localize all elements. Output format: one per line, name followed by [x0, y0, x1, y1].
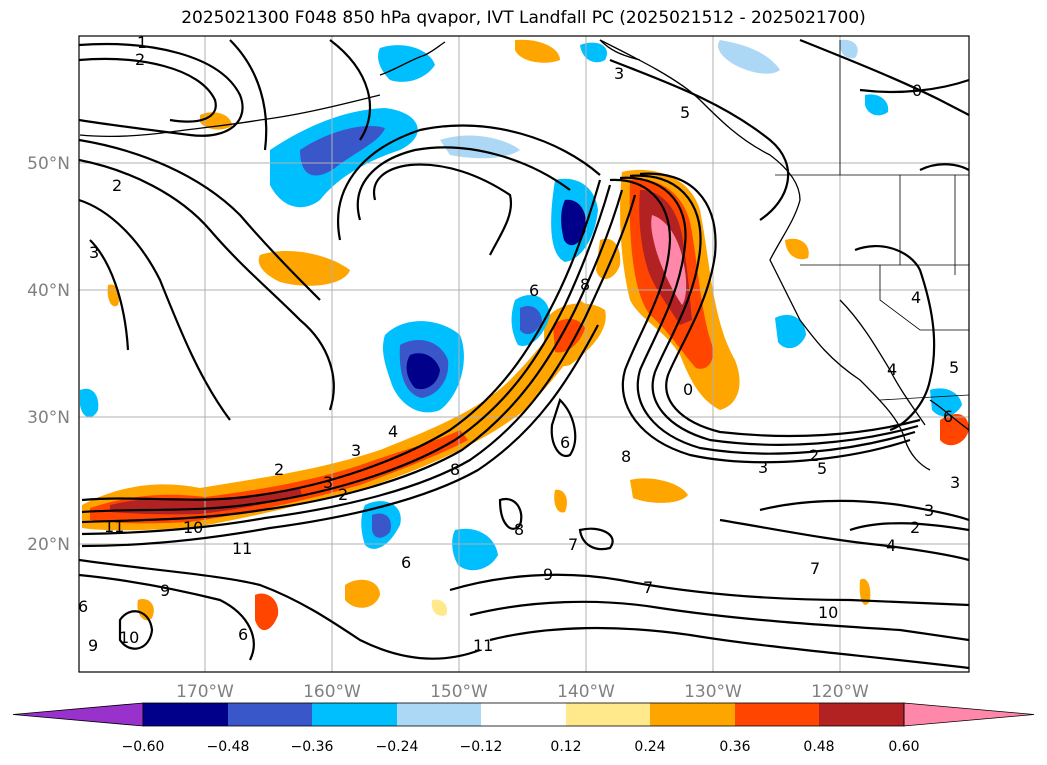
colorbar-tick-label: −0.24: [376, 739, 419, 755]
colorbar-segment: [397, 703, 481, 726]
contour-label: 6: [78, 597, 88, 616]
colorbar-segment: [312, 703, 397, 726]
contour-label: 3: [614, 64, 624, 83]
contour-label: 8: [514, 520, 524, 539]
colorbar-tick-labels: −0.60 −0.48 −0.36 −0.24 −0.12 0.12 0.24 …: [122, 739, 920, 755]
contour-label: 10: [818, 603, 838, 622]
lat-label: 20°N: [27, 535, 70, 555]
colorbar-tick-label: 0.60: [888, 739, 919, 755]
contour-label: 3: [89, 243, 99, 262]
colorbar-tick-label: −0.60: [122, 739, 165, 755]
political-borders: [775, 40, 969, 401]
contour-label: 5: [949, 358, 959, 377]
contour-label: 0: [683, 380, 693, 399]
contour-label: 10: [183, 518, 203, 537]
colorbar-tick-label: −0.48: [207, 739, 250, 755]
latitude-axis: 50°N 40°N 30°N 20°N: [27, 154, 70, 555]
contour-label: 10: [119, 628, 139, 647]
colorbar-tick-label: 0.12: [550, 739, 581, 755]
lon-label: 160°W: [303, 682, 361, 702]
contour-label: 5: [680, 103, 690, 122]
map-frame: [78, 35, 970, 673]
lon-label: 120°W: [811, 682, 869, 702]
contour-label: 2: [910, 518, 920, 537]
contour-label: 8: [450, 460, 460, 479]
colorbar-segment: [650, 703, 735, 726]
lon-label: 150°W: [430, 682, 488, 702]
longitude-axis: 170°W 160°W 150°W 140°W 130°W 120°W: [176, 682, 869, 702]
colorbar-tick-label: 0.48: [803, 739, 834, 755]
colorbar-extend-high: [903, 702, 1035, 727]
contour-label: 7: [810, 559, 820, 578]
contour-label: 2: [809, 446, 819, 465]
coastlines: [79, 39, 969, 471]
contour-label: 2: [135, 50, 145, 69]
colorbar: [12, 702, 1035, 727]
contour-label: 4: [388, 422, 398, 441]
contour-label: 11: [104, 517, 124, 536]
lon-label: 130°W: [684, 682, 742, 702]
lat-label: 30°N: [27, 408, 70, 428]
contour-label: 4: [911, 288, 921, 307]
colorbar-segment: [228, 703, 312, 726]
colorbar-tick-label: 0.24: [634, 739, 665, 755]
contour-label: 3: [950, 473, 960, 492]
contour-label: 6: [943, 407, 953, 426]
contour-label: 6: [401, 553, 411, 572]
colorbar-tick-label: −0.12: [460, 739, 503, 755]
contour-label: 3: [924, 501, 934, 520]
contour-label: 4: [887, 360, 897, 379]
contour-label: 5: [817, 459, 827, 478]
colorbar-frame: [142, 702, 905, 727]
colorbar-segment: [143, 703, 228, 726]
contour-label: 6: [560, 433, 570, 452]
contour-label: 7: [643, 578, 653, 597]
lon-label: 140°W: [557, 682, 615, 702]
contour-label: 11: [473, 636, 493, 655]
contour-label: 8: [580, 275, 590, 294]
contour-label: 3: [758, 458, 768, 477]
ivt-contours: [79, 38, 969, 670]
contour-label: 9: [88, 636, 98, 655]
colorbar-segment: [819, 703, 904, 726]
lon-label: 170°W: [176, 682, 234, 702]
contour-label: 4: [886, 536, 896, 555]
contour-label: 9: [543, 565, 553, 584]
contour-label: 6: [238, 625, 248, 644]
lat-label: 40°N: [27, 281, 70, 301]
contour-labels: 1 2 3 0 2 3 6 8 4 11 10 11 9 6 10 9 6 2 …: [78, 33, 960, 655]
contour-label: 9: [160, 581, 170, 600]
contour-label: 8: [621, 447, 631, 466]
contour-label: 0: [912, 81, 922, 100]
colorbar-segment: [566, 703, 650, 726]
contour-label: 3: [323, 473, 333, 492]
lat-label: 50°N: [27, 154, 70, 174]
colorbar-tick-label: 0.36: [719, 739, 750, 755]
colorbar-segment: [481, 703, 566, 726]
contour-label: 11: [232, 539, 252, 558]
contour-label: 2: [338, 485, 348, 504]
contour-label: 2: [112, 176, 122, 195]
contour-label: 1: [137, 33, 147, 52]
colorbar-segment: [735, 703, 819, 726]
colorbar-tick-label: −0.36: [291, 739, 334, 755]
map-title: 2025021300 F048 850 hPa qvapor, IVT Land…: [181, 8, 866, 28]
qvapor-fill-layer: [80, 39, 969, 631]
colorbar-extend-low: [12, 702, 144, 727]
contour-label: 7: [568, 535, 578, 554]
contour-label: 3: [351, 441, 361, 460]
contour-label: 6: [529, 281, 539, 300]
contour-label: 2: [274, 460, 284, 479]
